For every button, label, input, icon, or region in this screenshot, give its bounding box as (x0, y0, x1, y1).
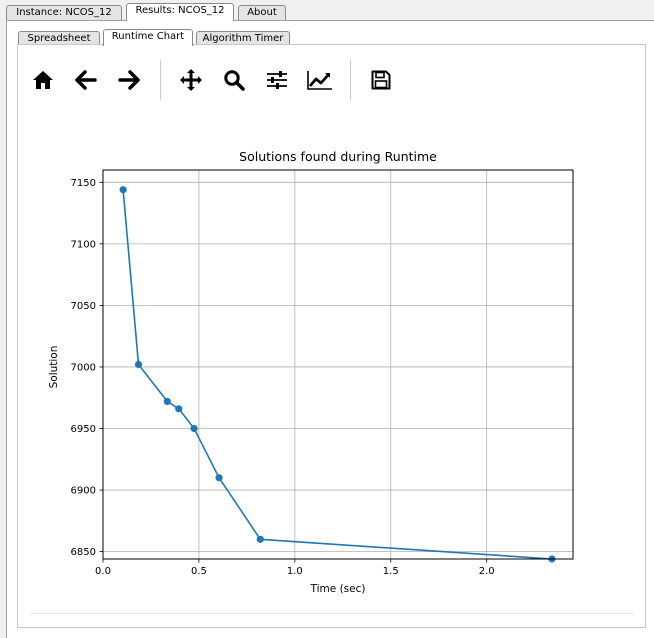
data-point (256, 535, 264, 543)
edit-axis-icon (307, 71, 332, 90)
data-point (175, 405, 183, 413)
data-point (215, 474, 223, 482)
tab-instance[interactable]: Instance: NCOS_12 (6, 5, 122, 20)
y-tick-label: 7000 (71, 362, 96, 373)
plot-frame (102, 169, 574, 560)
y-axis-label: Solution (48, 346, 60, 389)
data-point (163, 397, 171, 406)
chart-ticks: 0.0 0.5 1.0 1.5 2.0 6850 6900 6950 7000 7050 7100 7… (71, 178, 495, 577)
back-button[interactable] (68, 64, 104, 96)
pan-icon (180, 69, 202, 91)
tab-about[interactable]: About (238, 5, 286, 20)
tab-results[interactable]: Results: NCOS_12 (126, 3, 234, 21)
chart-panel (17, 44, 646, 628)
y-tick-label: 7100 (71, 239, 96, 250)
home-icon (33, 71, 53, 89)
y-tick-label: 7150 (71, 178, 96, 189)
home-button[interactable] (25, 64, 61, 96)
chart-grid (102, 170, 573, 559)
back-arrow-icon (75, 70, 97, 90)
x-tick-label: 1.5 (383, 566, 399, 577)
y-tick-label: 7050 (71, 301, 96, 312)
y-tick-label: 6950 (71, 424, 96, 435)
toolbar-separator (350, 60, 351, 100)
data-point (119, 186, 127, 194)
y-tick-label: 6850 (71, 547, 96, 558)
data-point (190, 424, 198, 433)
x-tick-label: 0.0 (95, 566, 111, 577)
x-tick-label: 1.0 (287, 566, 303, 577)
subplots-icon (267, 71, 287, 89)
x-tick-label: 0.5 (191, 566, 207, 577)
y-tick-label: 6900 (71, 486, 96, 497)
edit-axis-button[interactable] (302, 64, 338, 96)
data-point (134, 360, 143, 369)
runtime-chart: Solutions found during Runtime 0.0 0.5 1.0… (48, 149, 574, 595)
x-axis-label: Time (sec) (310, 583, 366, 595)
main-tab-bar: Instance: NCOS_12 Results: NCOS_12 About (0, 0, 654, 21)
series-line (122, 189, 552, 560)
save-button[interactable] (363, 64, 399, 96)
plot-toolbar (25, 58, 425, 102)
chart-series (119, 186, 556, 563)
subtab-spreadsheet[interactable]: Spreadsheet (18, 31, 100, 45)
chart-title: Solutions found during Runtime (239, 149, 437, 164)
forward-arrow-icon (118, 70, 140, 90)
zoom-button[interactable] (216, 64, 252, 96)
zoom-icon (224, 70, 245, 91)
pan-button[interactable] (173, 64, 209, 96)
toolbar-separator (160, 60, 161, 100)
save-icon (371, 70, 391, 90)
subplots-button[interactable] (259, 64, 295, 96)
subtab-algorithm-timer[interactable]: Algorithm Timer (196, 31, 290, 45)
panel-divider (30, 613, 634, 614)
forward-button[interactable] (111, 64, 147, 96)
subtab-runtime-chart[interactable]: Runtime Chart (103, 29, 193, 46)
x-tick-label: 2.0 (479, 566, 495, 577)
